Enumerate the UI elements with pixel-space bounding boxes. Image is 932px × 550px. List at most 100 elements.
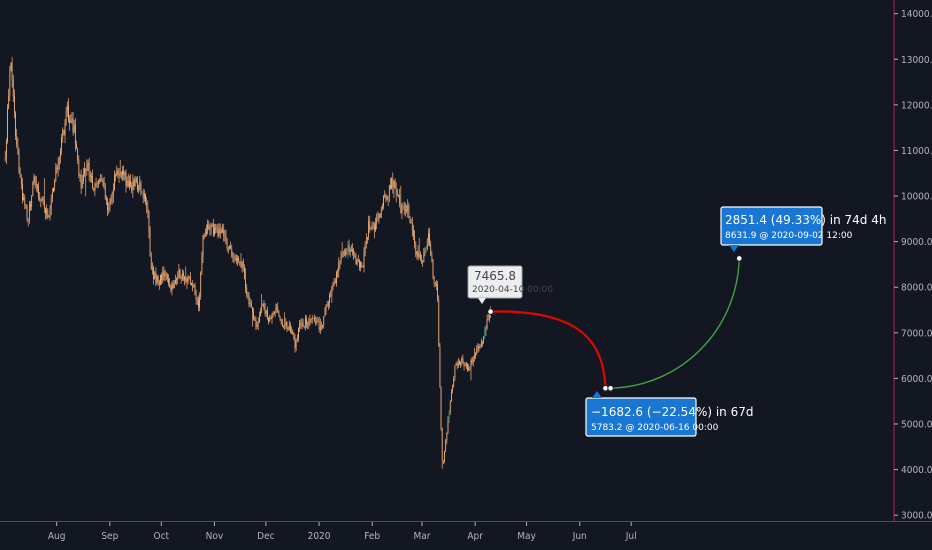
time-tick-label: Dec — [257, 531, 274, 542]
rise-callout-pointer — [729, 245, 739, 252]
candle-body — [233, 257, 235, 259]
candle-body — [287, 327, 289, 330]
candle-body — [195, 294, 197, 300]
candle-body — [80, 175, 82, 189]
candle-body — [20, 177, 22, 185]
candle-body — [429, 233, 430, 244]
candle-body — [250, 303, 252, 308]
rise-callout-box[interactable] — [720, 206, 823, 246]
drop-curve[interactable] — [490, 310, 607, 389]
candle-body — [65, 110, 67, 123]
candle-body — [61, 137, 62, 150]
candle-body — [225, 235, 227, 244]
candle-body — [269, 317, 271, 322]
time-tick-label: Mar — [413, 531, 430, 542]
candle-body — [48, 217, 50, 218]
candle-body — [33, 176, 35, 183]
candle-body — [91, 176, 92, 178]
candle-body — [132, 180, 134, 191]
candle-body — [286, 321, 288, 328]
candle-body — [130, 180, 131, 186]
candle-body — [278, 312, 280, 317]
rise-change-label: 2851.4 (49.33%) in 74d 4h — [725, 213, 886, 227]
candle-body — [313, 318, 314, 319]
candle-body — [81, 180, 83, 189]
anchor-callout-box[interactable] — [467, 265, 523, 299]
candle-body — [162, 271, 164, 281]
candle-body — [254, 318, 256, 321]
candle-body — [177, 275, 179, 279]
candle-body — [85, 168, 87, 171]
projection-handles[interactable] — [487, 255, 743, 392]
candle-body — [391, 178, 393, 189]
rise-curve[interactable] — [610, 258, 740, 389]
candle-body — [267, 310, 268, 318]
projection-handle[interactable] — [607, 384, 614, 392]
drop-callout-box[interactable] — [585, 397, 697, 437]
candle-body — [180, 278, 182, 280]
candle-body — [204, 234, 206, 238]
candle-body — [333, 280, 335, 283]
candle-body — [408, 205, 410, 219]
candle-body — [112, 189, 114, 197]
time-axis: Aug Sep Oct Nov Dec 2020 Feb Mar Apr May Jun Jul — [0, 521, 932, 542]
candle-body — [194, 285, 196, 295]
candle-body — [310, 319, 312, 320]
projection-layer[interactable]: 7465.8 2020-04-10 00:00 −1682.6 (−22.54%… — [467, 206, 886, 437]
candle-body — [68, 105, 69, 121]
candle-body — [326, 304, 328, 306]
price-axis: 14000.0 13000.0 12000.0 11000.0 10000.0 9000.… — [893, 0, 932, 522]
candle-body — [453, 378, 455, 387]
time-axis-ticks: Aug Sep Oct Nov Dec 2020 Feb Mar Apr May Jun Jul — [48, 522, 637, 542]
candle-body — [238, 258, 240, 262]
candle-body — [219, 229, 221, 234]
candle-body — [96, 184, 98, 185]
candle-body — [331, 286, 333, 297]
candle-body — [467, 363, 468, 371]
candle-body — [19, 171, 21, 178]
candle-body — [15, 112, 16, 136]
candle-body — [103, 183, 105, 189]
candle-body — [352, 249, 353, 252]
candle-body — [142, 193, 144, 198]
projection-handle[interactable] — [735, 255, 743, 262]
candle-body — [215, 228, 217, 229]
candle-body — [285, 321, 287, 327]
drop-callout[interactable]: −1682.6 (−22.54%) in 67d 5783.2 @ 2020-0… — [585, 391, 754, 437]
candle-body — [246, 287, 248, 295]
candle-body — [166, 274, 168, 279]
candle-body — [139, 182, 141, 190]
candle-body — [478, 346, 480, 349]
candle-body — [170, 285, 172, 291]
candle-body — [394, 181, 396, 188]
candle-body — [268, 317, 269, 322]
candle-body — [192, 285, 194, 288]
candle-body — [324, 310, 326, 317]
candles-layer — [4, 56, 491, 469]
candle-body — [101, 179, 103, 181]
candle-body — [32, 182, 34, 196]
candle-body — [97, 179, 99, 185]
candle-body — [56, 167, 58, 169]
time-tick-label: Sep — [101, 531, 118, 542]
candle-body — [334, 280, 336, 284]
candle-body — [55, 167, 57, 181]
anchor-callout[interactable]: 7465.8 2020-04-10 00:00 — [467, 265, 553, 304]
candle-body — [214, 228, 215, 235]
candle-body — [198, 299, 199, 308]
candle-body — [379, 214, 381, 218]
candle-body — [83, 174, 84, 181]
candle-body — [126, 180, 128, 186]
candle-body — [411, 223, 413, 231]
candle-body — [157, 276, 159, 282]
candle-body — [100, 179, 102, 180]
rise-callout[interactable]: 2851.4 (49.33%) in 74d 4h 8631.9 @ 2020-… — [720, 206, 886, 252]
candle-body — [165, 273, 167, 275]
time-tick-label: 2020 — [308, 531, 331, 542]
candle-body — [202, 235, 204, 257]
candle-body — [294, 338, 296, 348]
projection-handle[interactable] — [487, 308, 494, 315]
candle-body — [262, 303, 264, 307]
